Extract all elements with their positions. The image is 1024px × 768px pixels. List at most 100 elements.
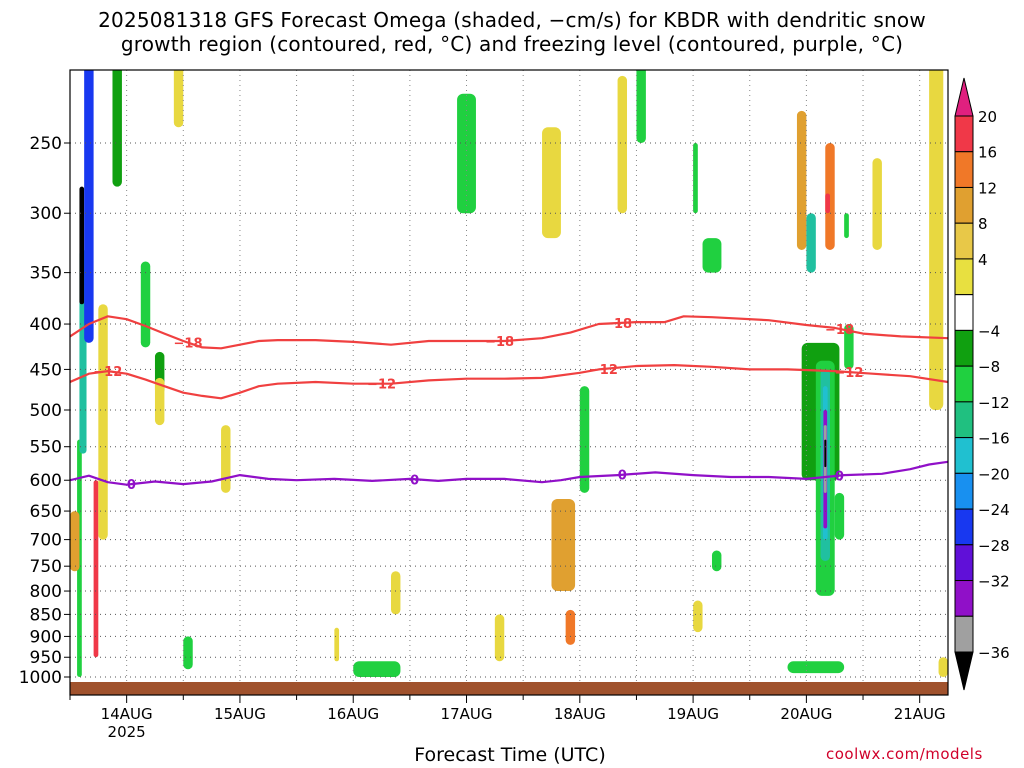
colorbar-label: 20 bbox=[978, 108, 997, 126]
colorbar-label: 12 bbox=[978, 179, 997, 197]
contour-label: −12 bbox=[589, 363, 618, 378]
y-tick-label: 600 bbox=[30, 471, 62, 491]
omega-cell-15 bbox=[353, 661, 401, 677]
colorbar-label: −28 bbox=[978, 537, 1010, 555]
x-tick-sublabel: 2025 bbox=[108, 723, 146, 741]
omega-cell-22 bbox=[579, 386, 590, 493]
y-tick-label: 400 bbox=[30, 315, 62, 335]
colorbar-swatch bbox=[954, 437, 974, 474]
omega-cell-45 bbox=[844, 213, 849, 239]
colorbar-swatch bbox=[954, 508, 974, 546]
colorbar-label: 4 bbox=[978, 251, 988, 269]
contour-line-0 bbox=[70, 315, 948, 350]
omega-cell-46 bbox=[938, 657, 948, 677]
colorbar-swatch bbox=[954, 472, 974, 510]
contour-label: −12 bbox=[367, 378, 396, 393]
colorbar-label: −8 bbox=[978, 358, 1000, 376]
x-tick-label: 17AUG bbox=[441, 705, 493, 723]
omega-cell-9 bbox=[154, 377, 165, 426]
contour-label: −12 bbox=[93, 365, 122, 380]
colorbar-label: −24 bbox=[978, 501, 1010, 519]
y-tick-label: 250 bbox=[30, 134, 62, 154]
temperature-contours: −18 −18 −18 −18 −12 −12 −12 −12 0 0 0 0 bbox=[70, 315, 948, 493]
omega-cell-41 bbox=[834, 492, 845, 540]
title-line-2: growth region (contoured, red, °C) and f… bbox=[120, 32, 904, 56]
omega-cell-6 bbox=[98, 304, 108, 540]
colorbar-swatch bbox=[954, 258, 974, 296]
plot-border bbox=[69, 69, 949, 696]
contour-label: −18 bbox=[603, 317, 632, 332]
y-tick-label: 850 bbox=[30, 605, 62, 625]
y-tick-label: 300 bbox=[30, 204, 62, 224]
omega-cell-4 bbox=[93, 480, 99, 658]
grid-lines bbox=[70, 70, 948, 695]
y-tick-label: 450 bbox=[30, 360, 62, 380]
contour-label: −18 bbox=[825, 323, 854, 338]
omega-cell-21 bbox=[565, 609, 576, 645]
x-tick-label: 16AUG bbox=[327, 705, 379, 723]
omega-cell-18 bbox=[457, 93, 476, 214]
omega-cell-26 bbox=[693, 600, 703, 633]
plot-frame bbox=[69, 69, 949, 696]
omega-cell-5 bbox=[70, 511, 80, 572]
colorbar-label: 8 bbox=[978, 215, 988, 233]
colorbar-swatch bbox=[954, 401, 974, 439]
contour-label: 0 bbox=[127, 478, 136, 493]
colorbar-top-arrow bbox=[954, 77, 974, 117]
omega-cell-25 bbox=[693, 143, 698, 214]
omega-cell-7 bbox=[140, 261, 151, 348]
omega-cell-20 bbox=[551, 499, 576, 592]
contour-label: 0 bbox=[835, 470, 844, 485]
contour-label: 0 bbox=[618, 469, 627, 484]
omega-cell-23 bbox=[617, 75, 628, 214]
y-tick-label: 550 bbox=[30, 438, 62, 458]
x-tick-label: 15AUG bbox=[214, 705, 266, 723]
colorbar-label: −4 bbox=[978, 322, 1000, 340]
contour-line-1 bbox=[70, 364, 948, 400]
colorbar-swatch bbox=[954, 294, 974, 331]
contour-label: 0 bbox=[410, 473, 419, 488]
omega-cell-12 bbox=[173, 70, 184, 128]
y-tick-label: 700 bbox=[30, 531, 62, 551]
title-line-1: 2025081318 GFS Forecast Omega (shaded, −… bbox=[98, 8, 926, 32]
omega-cell-40 bbox=[844, 324, 854, 370]
omega-cell-29 bbox=[796, 110, 807, 250]
colorbar-label: −20 bbox=[978, 465, 1010, 483]
y-tick-label: 1000 bbox=[19, 668, 62, 688]
contour-line-2 bbox=[70, 460, 948, 486]
contour-label: −12 bbox=[834, 366, 863, 381]
chart-title: 2025081318 GFS Forecast Omega (shaded, −… bbox=[0, 8, 1024, 56]
omega-cell-3 bbox=[84, 70, 94, 343]
x-axis-label: Forecast Time (UTC) bbox=[414, 744, 606, 766]
omega-cell-42 bbox=[787, 661, 845, 674]
colorbar-label: 16 bbox=[978, 144, 997, 162]
colorbar-label: −32 bbox=[978, 573, 1010, 591]
omega-cell-14 bbox=[183, 636, 193, 670]
omega-cell-10 bbox=[221, 425, 231, 493]
contour-label: −18 bbox=[485, 335, 514, 350]
omega-cell-28 bbox=[711, 550, 722, 572]
colorbar-bottom-arrow bbox=[954, 651, 974, 691]
colorbar-swatch bbox=[954, 115, 974, 153]
colorbar-swatch bbox=[954, 186, 974, 224]
omega-cell-27 bbox=[702, 238, 722, 273]
y-tick-label: 750 bbox=[30, 557, 62, 577]
colorbar-swatch bbox=[954, 365, 974, 403]
omega-cell-2 bbox=[79, 186, 85, 305]
y-tick-label: 950 bbox=[30, 648, 62, 668]
omega-cell-32 bbox=[806, 213, 816, 273]
y-tick-label: 350 bbox=[30, 264, 62, 284]
omega-colorbar: 20 16 12 8 4 −4 −8 −12 −16 −20 −24 −28 −32 −36 bbox=[954, 77, 1010, 691]
y-tick-label: 800 bbox=[30, 582, 62, 602]
credit-link[interactable]: coolwx.com/models bbox=[826, 745, 983, 763]
y-tick-label: 900 bbox=[30, 627, 62, 647]
colorbar-label: −12 bbox=[978, 394, 1010, 412]
colorbar-swatch bbox=[954, 544, 974, 582]
x-tick-label: 20AUG bbox=[780, 705, 832, 723]
colorbar-swatch bbox=[954, 580, 974, 617]
y-tick-label: 650 bbox=[30, 502, 62, 522]
omega-cell-43 bbox=[872, 158, 882, 250]
x-tick-label: 21AUG bbox=[894, 705, 946, 723]
